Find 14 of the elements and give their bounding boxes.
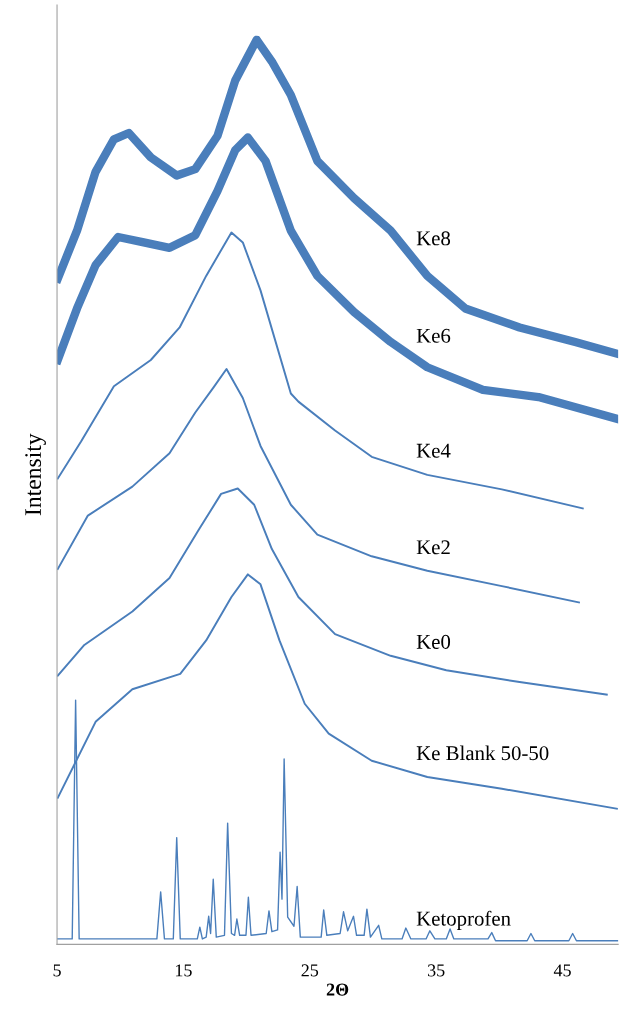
series-label: Ke Blank 50-50 (416, 745, 549, 761)
x-tick-label: 15 (175, 964, 192, 977)
x-tick-label: 5 (53, 964, 61, 977)
series-label: Ketoprofen (416, 910, 511, 930)
x-tick-label: 45 (553, 964, 571, 977)
series-label: Ke6 (416, 328, 451, 343)
x-tick-label: 35 (428, 964, 445, 977)
x-tick-label: 25 (301, 964, 319, 977)
y-axis-title: Intensity (25, 433, 46, 516)
series-label: Ke0 (416, 634, 451, 649)
series-label: Ke8 (416, 231, 451, 246)
x-axis-title: 2Θ (326, 983, 349, 996)
series-label: Ke4 (416, 443, 451, 458)
series-label: Ke2 (416, 540, 450, 555)
